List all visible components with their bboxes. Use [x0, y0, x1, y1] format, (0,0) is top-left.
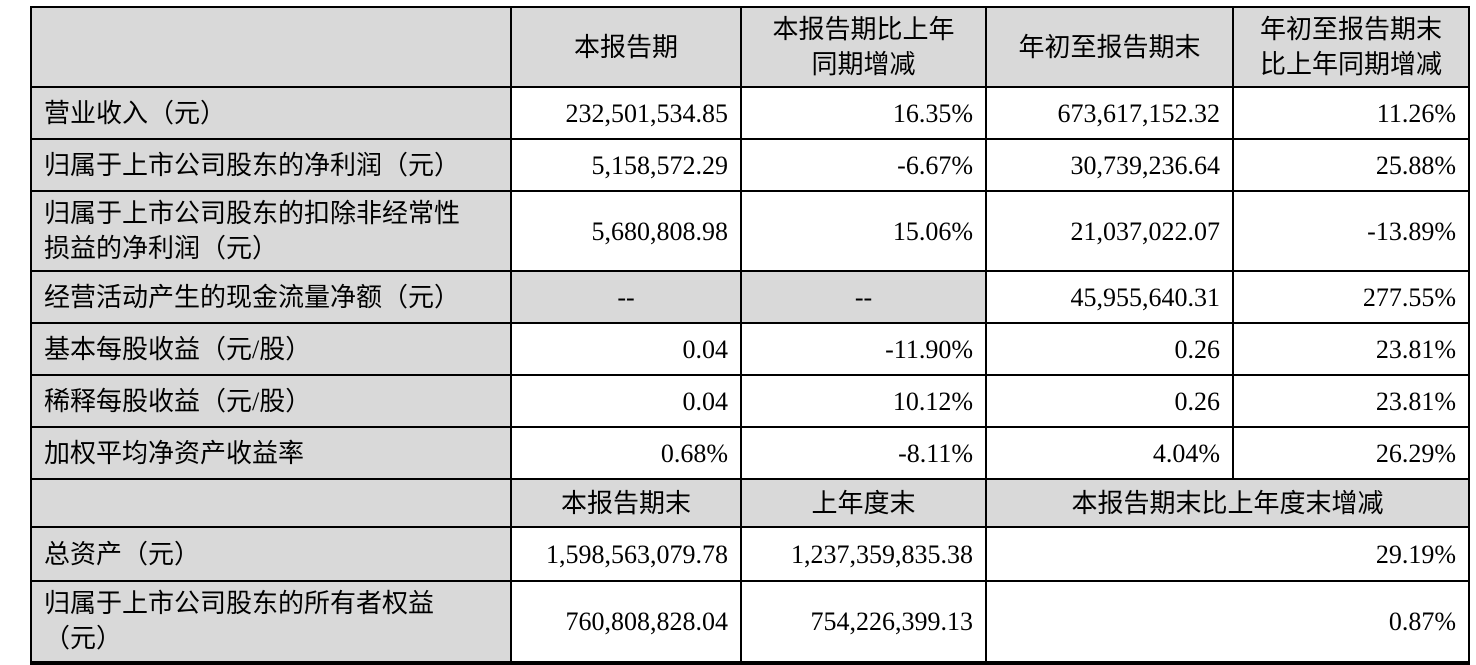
- row-label: 归属于上市公司股东的扣除非经常性 损益的净利润（元）: [30, 190, 512, 273]
- value-period-end: 760,808,828.04: [510, 580, 742, 664]
- value-current-yoy: -6.67%: [740, 138, 987, 193]
- table-row-net-profit-excl-nonrecurring: 归属于上市公司股东的扣除非经常性 损益的净利润（元） 5,680,808.98 …: [30, 190, 1470, 273]
- value-ytd: 0.26: [985, 322, 1234, 377]
- value-change: 29.19%: [985, 526, 1470, 583]
- value-ytd-yoy: 26.29%: [1232, 426, 1470, 481]
- value-current-period: --: [510, 270, 742, 325]
- value-current-period: 5,680,808.98: [510, 190, 742, 273]
- table-row-total-assets: 总资产（元） 1,598,563,079.78 1,237,359,835.38…: [30, 526, 1470, 583]
- value-current-period: 0.04: [510, 374, 742, 429]
- header-prior-year-end: 上年度末: [740, 478, 987, 529]
- value-ytd-yoy: 23.81%: [1232, 374, 1470, 429]
- value-current-yoy: -8.11%: [740, 426, 987, 481]
- value-current-yoy: --: [740, 270, 987, 325]
- value-current-yoy: 16.35%: [740, 86, 987, 141]
- value-ytd-yoy: 23.81%: [1232, 322, 1470, 377]
- value-current-yoy: -11.90%: [740, 322, 987, 377]
- header-empty-cell: [30, 478, 512, 529]
- value-ytd: 21,037,022.07: [985, 190, 1234, 273]
- value-ytd: 30,739,236.64: [985, 138, 1234, 193]
- header-row-period-end: 本报告期末 上年度末 本报告期末比上年度末增减: [30, 478, 1470, 529]
- value-ytd-yoy: 25.88%: [1232, 138, 1470, 193]
- row-label: 营业收入（元）: [30, 86, 512, 141]
- header-current-period-yoy: 本报告期比上年 同期增减: [740, 5, 987, 89]
- row-label: 稀释每股收益（元/股）: [30, 374, 512, 429]
- row-label: 经营活动产生的现金流量净额（元）: [30, 270, 512, 325]
- table-row-operating-cash-flow: 经营活动产生的现金流量净额（元） -- -- 45,955,640.31 277…: [30, 270, 1470, 325]
- value-current-yoy: 15.06%: [740, 190, 987, 273]
- value-ytd-yoy: -13.89%: [1232, 190, 1470, 273]
- financial-summary-table: 本报告期 本报告期比上年 同期增减 年初至报告期末 年初至报告期末 比上年同期增…: [30, 5, 1470, 665]
- header-period-end-change: 本报告期末比上年度末增减: [985, 478, 1470, 529]
- value-ytd-yoy: 11.26%: [1232, 86, 1470, 141]
- header-ytd: 年初至报告期末: [985, 5, 1234, 89]
- value-current-period: 0.04: [510, 322, 742, 377]
- table-row-weighted-avg-roe: 加权平均净资产收益率 0.68% -8.11% 4.04% 26.29%: [30, 426, 1470, 481]
- value-ytd: 45,955,640.31: [985, 270, 1234, 325]
- table-row-operating-revenue: 营业收入（元） 232,501,534.85 16.35% 673,617,15…: [30, 86, 1470, 141]
- value-period-end: 1,598,563,079.78: [510, 526, 742, 583]
- header-period-end: 本报告期末: [510, 478, 742, 529]
- table-row-shareholders-equity: 归属于上市公司股东的所有者权益 （元） 760,808,828.04 754,2…: [30, 580, 1470, 664]
- value-ytd: 4.04%: [985, 426, 1234, 481]
- value-ytd-yoy: 277.55%: [1232, 270, 1470, 325]
- value-prior-year-end: 754,226,399.13: [740, 580, 987, 664]
- row-label: 加权平均净资产收益率: [30, 426, 512, 481]
- value-ytd: 673,617,152.32: [985, 86, 1234, 141]
- row-label: 基本每股收益（元/股）: [30, 322, 512, 377]
- value-change: 0.87%: [985, 580, 1470, 664]
- value-current-period: 5,158,572.29: [510, 138, 742, 193]
- table-row-net-profit: 归属于上市公司股东的净利润（元） 5,158,572.29 -6.67% 30,…: [30, 138, 1470, 193]
- table-row-basic-eps: 基本每股收益（元/股） 0.04 -11.90% 0.26 23.81%: [30, 322, 1470, 377]
- value-current-yoy: 10.12%: [740, 374, 987, 429]
- header-current-period: 本报告期: [510, 5, 742, 89]
- row-label: 总资产（元）: [30, 526, 512, 583]
- table-row-diluted-eps: 稀释每股收益（元/股） 0.04 10.12% 0.26 23.81%: [30, 374, 1470, 429]
- row-label: 归属于上市公司股东的净利润（元）: [30, 138, 512, 193]
- header-row-period: 本报告期 本报告期比上年 同期增减 年初至报告期末 年初至报告期末 比上年同期增…: [30, 5, 1470, 89]
- row-label: 归属于上市公司股东的所有者权益 （元）: [30, 580, 512, 664]
- header-empty-cell: [30, 5, 512, 89]
- header-ytd-yoy: 年初至报告期末 比上年同期增减: [1232, 5, 1470, 89]
- value-current-period: 232,501,534.85: [510, 86, 742, 141]
- value-prior-year-end: 1,237,359,835.38: [740, 526, 987, 583]
- value-current-period: 0.68%: [510, 426, 742, 481]
- value-ytd: 0.26: [985, 374, 1234, 429]
